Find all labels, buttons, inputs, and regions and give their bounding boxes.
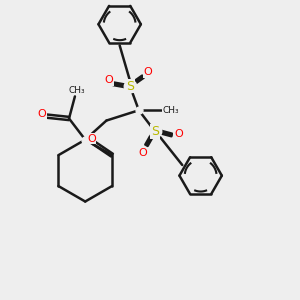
Text: S: S: [151, 125, 159, 138]
Text: O: O: [138, 148, 147, 158]
Text: O: O: [38, 110, 46, 119]
Text: CH₃: CH₃: [68, 86, 85, 95]
Text: S: S: [126, 80, 134, 93]
Text: O: O: [104, 75, 113, 85]
Text: CH₃: CH₃: [162, 106, 179, 115]
Text: O: O: [144, 67, 153, 77]
Text: O: O: [174, 129, 183, 140]
Text: S: S: [151, 125, 159, 138]
Text: S: S: [126, 80, 134, 93]
Text: O: O: [87, 134, 96, 144]
